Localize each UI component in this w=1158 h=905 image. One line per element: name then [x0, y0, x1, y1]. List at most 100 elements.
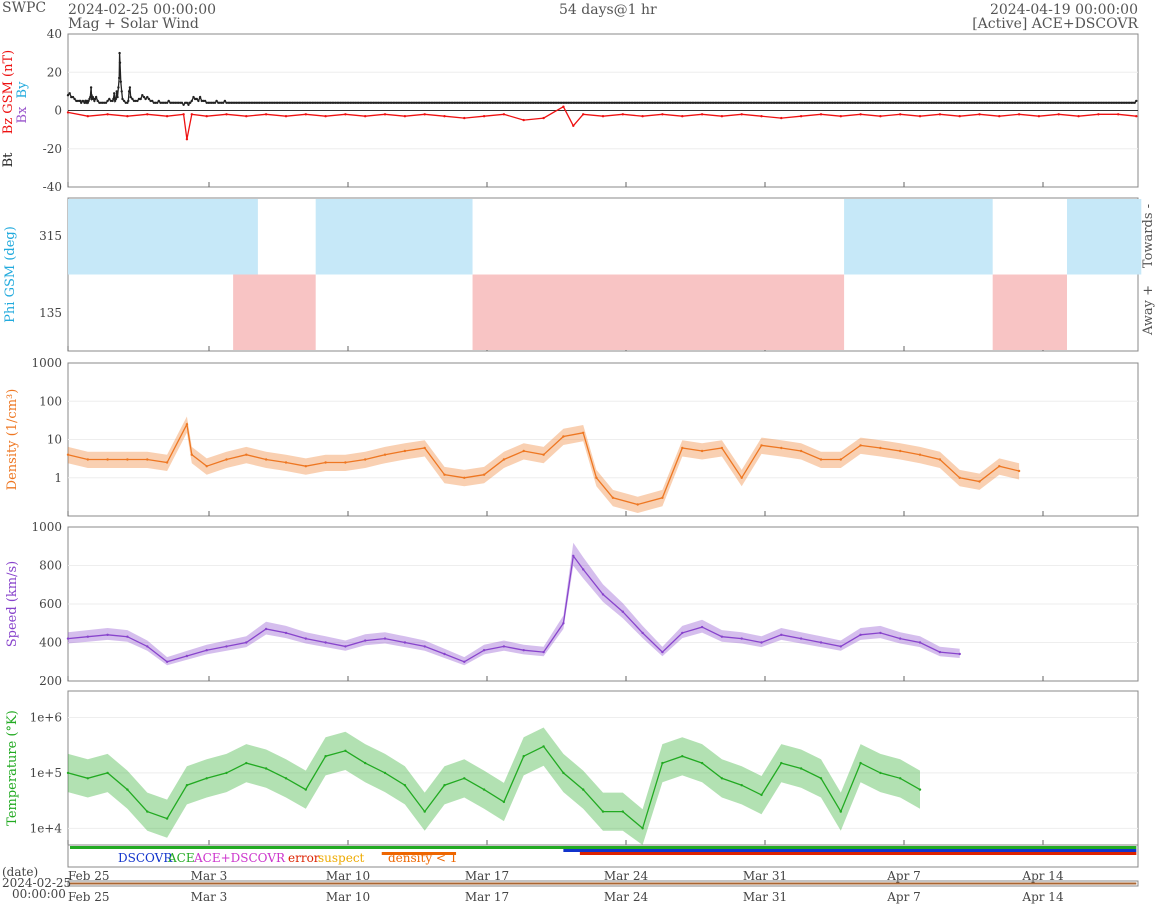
bt-series-point	[279, 101, 283, 105]
temperature-series-point	[582, 788, 585, 791]
bz-series-point	[106, 113, 109, 116]
bt-series-point	[387, 101, 390, 105]
speed-ytick-label: 200	[39, 674, 62, 688]
bt-series-point	[973, 101, 976, 105]
bt-series-point	[1125, 101, 1128, 105]
bt-series-point	[208, 101, 212, 105]
bt-series-point	[1098, 101, 1102, 105]
bt-series-point	[553, 101, 557, 105]
phi-ytick-label: 135	[39, 306, 62, 320]
bz-series-point	[700, 113, 704, 116]
temperature-ytick-label: 1e+5	[30, 766, 62, 780]
bt-series-point	[922, 101, 925, 105]
bt-series-point	[631, 101, 634, 105]
bt-series-point	[90, 94, 93, 97]
speed-series-point	[572, 554, 575, 558]
bt-series-point	[306, 101, 309, 105]
bt-series-point	[225, 101, 228, 105]
speed-ytick-label: 1000	[31, 520, 62, 534]
density-series-point	[324, 461, 327, 464]
bt-series-point	[71, 95, 75, 99]
bt-series-point	[431, 101, 435, 105]
bt-series-point	[851, 101, 854, 105]
bt-series-point	[885, 101, 889, 105]
temperature-series-point	[344, 749, 347, 752]
density-series-point	[482, 473, 486, 476]
temperature-series-point	[522, 755, 525, 758]
bt-series-point	[1072, 101, 1075, 105]
bt-series-point	[197, 99, 200, 103]
bt-series-point	[689, 101, 692, 105]
bt-series-point	[118, 61, 122, 64]
phi-away-region	[992, 274, 1067, 350]
bt-series-point	[793, 101, 796, 105]
bt-series-point	[141, 94, 144, 97]
mag-ylabel-bx: Bx	[15, 106, 30, 124]
bt-series-point	[164, 101, 167, 105]
temperature-series-point	[681, 755, 684, 758]
bz-series-point	[304, 113, 307, 116]
bz-series-point	[205, 115, 208, 118]
bz-series-point	[740, 113, 743, 116]
bz-series-point	[324, 115, 327, 118]
bt-series-point	[864, 101, 867, 105]
speed-series-point	[284, 631, 288, 635]
bt-series-point	[84, 99, 87, 103]
bt-series-point	[544, 101, 547, 105]
bt-series-point	[334, 101, 337, 105]
bt-series-point	[337, 101, 340, 105]
bt-series-point	[715, 101, 719, 105]
temperature-series-point	[66, 771, 70, 775]
bt-series-point	[113, 99, 117, 103]
bt-series-point	[918, 101, 922, 105]
bt-series-point	[899, 101, 902, 105]
bt-series-point	[892, 101, 895, 105]
bt-series-point	[1034, 101, 1037, 105]
bt-series-point	[258, 101, 261, 105]
bt-series-point	[441, 101, 444, 105]
density-series-point	[185, 423, 189, 426]
bz-series-point	[621, 113, 624, 116]
bz-series-point	[780, 116, 783, 120]
bt-series-point	[776, 101, 780, 105]
speed-series-point	[740, 637, 743, 640]
temperature-series-point	[720, 777, 724, 780]
bt-series-point	[814, 101, 818, 105]
bt-series-point	[415, 101, 418, 105]
bz-series-point	[1097, 113, 1100, 116]
bt-series-point	[879, 101, 882, 105]
bt-series-point	[705, 101, 709, 105]
legend-3: error	[288, 851, 320, 865]
bt-series-point	[615, 101, 618, 105]
bt-series-point	[532, 101, 535, 105]
bt-series-point	[733, 101, 737, 105]
bt-series-point	[1102, 101, 1105, 105]
bt-series-point	[790, 101, 793, 105]
bt-series-point	[1041, 101, 1044, 105]
bt-series-point	[732, 101, 735, 105]
bt-series-point	[238, 101, 241, 105]
temperature-series-point	[86, 777, 90, 780]
density-series-point	[681, 446, 684, 450]
bt-series-point	[377, 101, 380, 105]
speed-series-point	[641, 631, 644, 635]
speed-series-point	[780, 633, 783, 636]
bt-series-point	[780, 101, 783, 105]
bt-series-point	[322, 101, 326, 105]
bt-series-point	[586, 101, 590, 105]
bt-series-point	[608, 101, 611, 105]
bt-series-point	[672, 101, 676, 105]
bt-series-point	[248, 101, 251, 105]
bt-series-point	[1011, 101, 1014, 105]
bt-series-point	[418, 101, 421, 105]
x-tick-label: Apr 7	[886, 869, 921, 883]
bt-series-point	[611, 101, 615, 105]
speed-series-point	[582, 568, 585, 571]
bt-series-point	[946, 101, 950, 105]
phi-towards-region	[315, 199, 473, 275]
bt-series-point	[79, 99, 82, 103]
bt-series-point	[786, 101, 790, 105]
bt-series-point	[624, 101, 628, 105]
density-series-point	[859, 444, 862, 447]
bt-series-point	[104, 101, 108, 105]
